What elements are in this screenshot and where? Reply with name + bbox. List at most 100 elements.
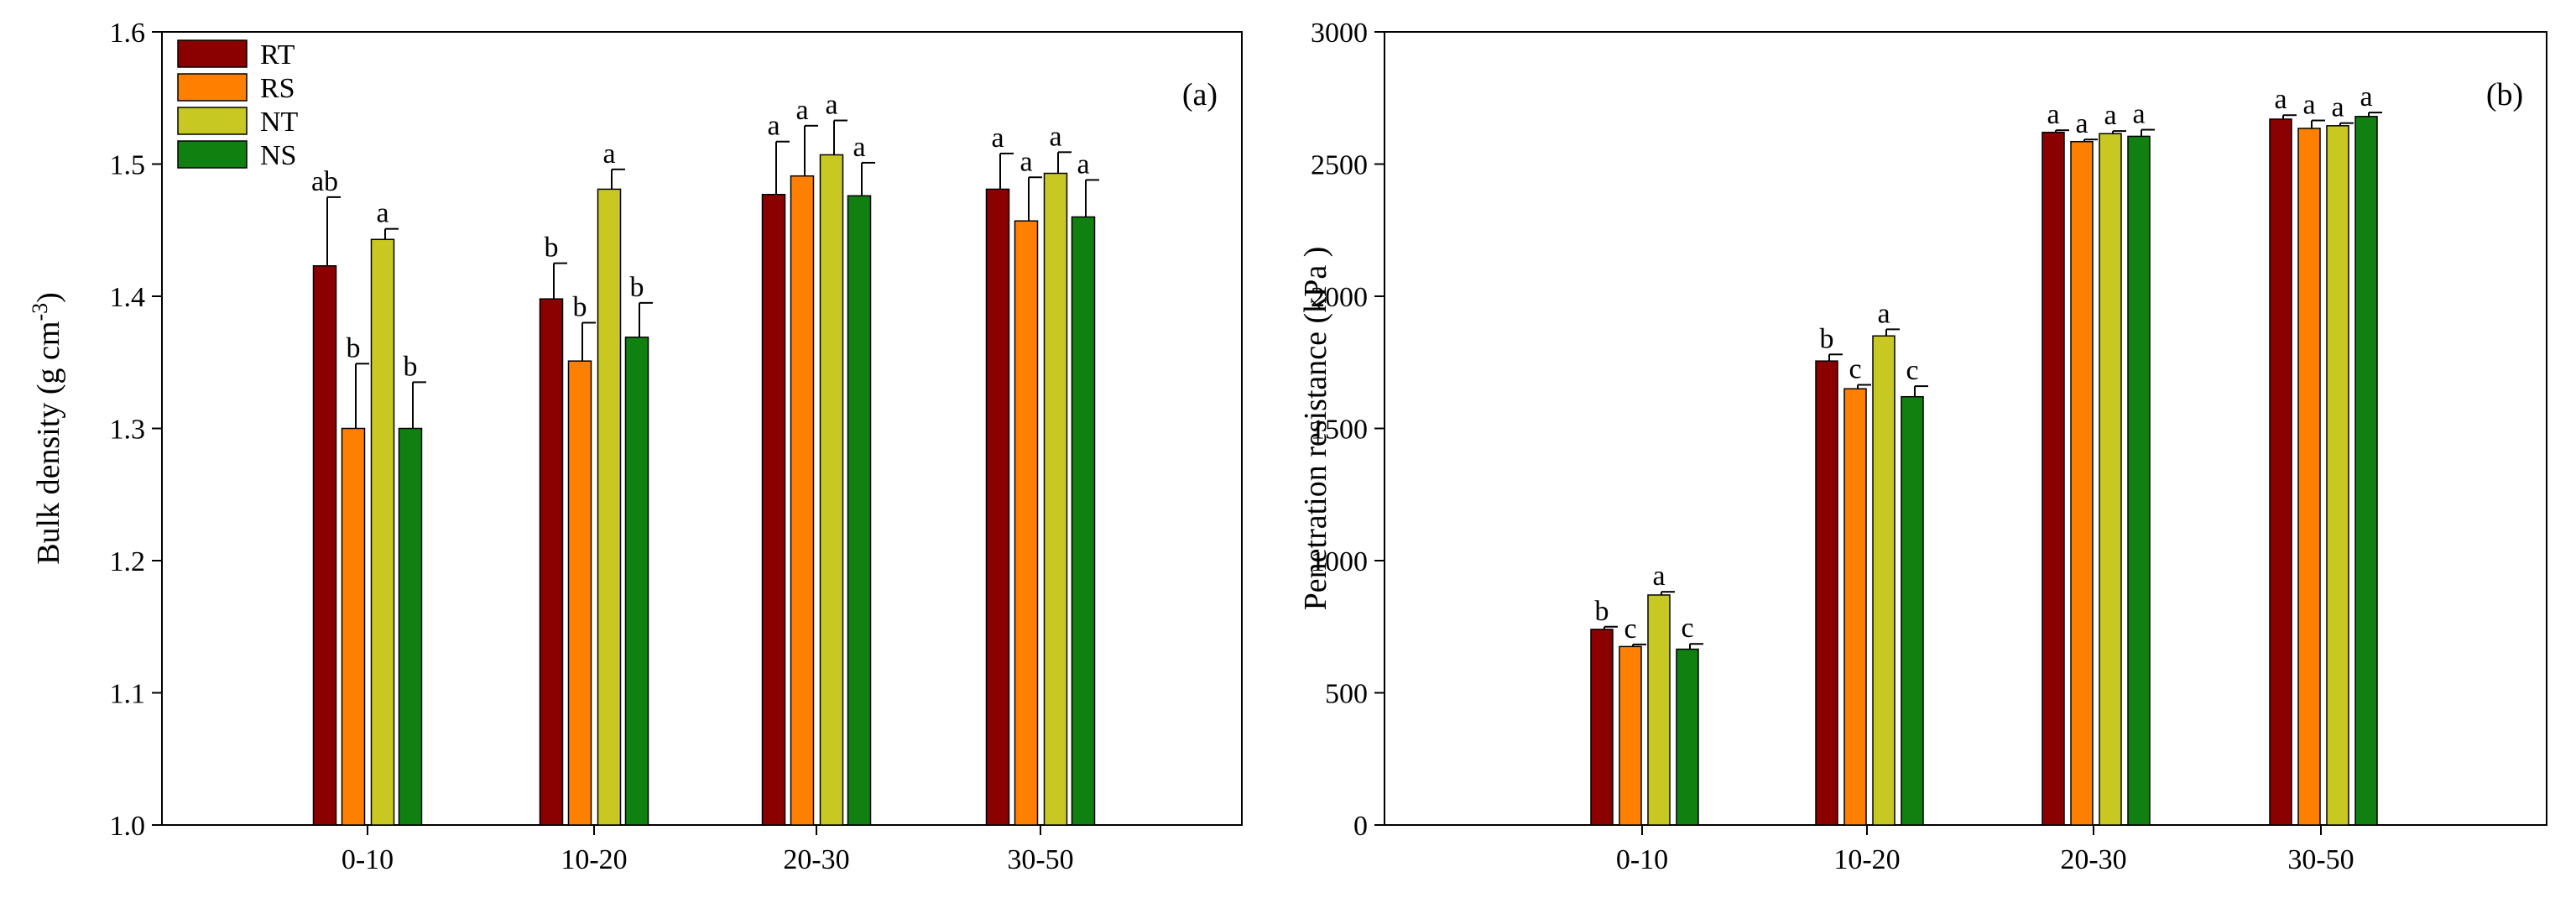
- x-tick-label: 30-50: [1007, 844, 1073, 875]
- legend-label-nt: NT: [260, 107, 299, 138]
- bar-rs-30-50: [2297, 128, 2321, 826]
- bar-ns-0-10: [1676, 648, 1699, 826]
- significance-letter: a: [1019, 146, 1032, 177]
- significance-letter: a: [376, 198, 388, 229]
- significance-letter: a: [1877, 298, 1890, 329]
- bar-nt-0-10: [1647, 594, 1671, 826]
- bar-ns-10-20: [624, 337, 649, 826]
- significance-letter: a: [795, 95, 808, 126]
- bar-rt-20-30: [2042, 131, 2065, 826]
- panel-a: 1.0 1.1 1.2 1.3 1.4 1.5 1.6 0-10 10-20 20-30 30-50…: [28, 18, 1243, 875]
- bar-ns-20-30: [847, 195, 872, 826]
- y-tick-label: 0: [1353, 811, 1368, 842]
- significance-letter: c: [1624, 614, 1636, 645]
- bar-ns-30-50: [1071, 216, 1096, 826]
- legend-swatch-ns: [177, 140, 248, 169]
- y-tick-label: 3000: [1311, 18, 1368, 49]
- panel-label: (b): [2486, 77, 2523, 112]
- y-tick-label: 1.2: [110, 546, 146, 577]
- y-tick-label: 1.5: [110, 150, 146, 181]
- x-tick-label: 0-10: [342, 844, 394, 875]
- y-tick-label: 1.4: [110, 282, 146, 313]
- y-tick-label: 500: [1325, 679, 1368, 710]
- x-tick-label: 20-30: [2060, 844, 2126, 875]
- significance-letter: a: [991, 123, 1004, 154]
- bar-rs-10-20: [567, 360, 592, 826]
- bar-rs-20-30: [2070, 140, 2094, 826]
- x-tick-label: 10-20: [1833, 844, 1900, 875]
- y-tick-label: 1.0: [110, 811, 146, 842]
- y-axis-title-main: Bulk density (g cm: [31, 321, 66, 565]
- y-axis-title: Bulk density (g cm-3): [28, 292, 66, 565]
- y-tick-label: 1000: [1311, 546, 1368, 577]
- significance-letter: a: [825, 90, 837, 121]
- bar-nt-20-30: [819, 154, 844, 826]
- bar-nt-10-20: [597, 188, 622, 826]
- y-axis-title-close: ): [31, 292, 66, 303]
- bar-ns-10-20: [1901, 395, 1924, 826]
- bar-rt-10-20: [539, 298, 564, 826]
- significance-letter: c: [1681, 613, 1693, 644]
- legend-swatch-nt: [177, 107, 248, 135]
- significance-letter: b: [404, 351, 418, 382]
- x-tick-label: 0-10: [1616, 844, 1668, 875]
- y-tick-label: 2000: [1311, 282, 1368, 313]
- bar-rs-0-10: [1619, 645, 1642, 826]
- significance-letter: a: [767, 111, 780, 142]
- significance-letter: b: [545, 232, 559, 264]
- legend-label-rt: RT: [260, 39, 295, 70]
- significance-letter: c: [1906, 355, 1918, 386]
- legend-label-ns: NS: [260, 140, 296, 171]
- bar-ns-30-50: [2354, 116, 2378, 826]
- significance-letter: b: [1595, 596, 1609, 627]
- x-tick-label: 30-50: [2287, 844, 2354, 875]
- significance-letter: a: [2302, 90, 2315, 121]
- significance-letter: b: [1820, 323, 1834, 354]
- bar-rs-20-30: [790, 175, 815, 826]
- significance-letter: a: [1652, 561, 1665, 592]
- significance-letter: a: [2331, 92, 2344, 123]
- significance-letter: a: [853, 132, 865, 163]
- bar-nt-20-30: [2099, 133, 2122, 826]
- bar-nt-30-50: [2326, 125, 2349, 826]
- significance-letter: b: [573, 292, 587, 323]
- significance-letter: b: [347, 332, 361, 363]
- significance-letter: ab: [311, 166, 338, 197]
- y-axis-title-main: Penetration resistance (kPa ): [1298, 247, 1333, 611]
- legend-swatch-rt: [177, 39, 248, 68]
- significance-letter: a: [1049, 121, 1061, 152]
- panel-b: 0 500 1000 1500 2000 2500 3000 0-10 10-20 20-30 30…: [1298, 18, 2547, 875]
- y-tick-label: 2500: [1311, 150, 1368, 181]
- bar-rs-30-50: [1014, 220, 1039, 826]
- y-tick-label: 1.1: [110, 679, 146, 710]
- significance-letter: a: [2360, 81, 2372, 112]
- x-tick-label: 20-30: [783, 844, 849, 875]
- y-tick-label: 1500: [1311, 415, 1368, 446]
- bar-rt-20-30: [761, 193, 786, 826]
- significance-letter: a: [2274, 84, 2287, 115]
- bar-rs-10-20: [1843, 388, 1867, 826]
- panel-label: (a): [1182, 77, 1218, 112]
- bar-rt-30-50: [985, 188, 1010, 826]
- y-tick-label: 1.6: [110, 18, 146, 49]
- y-axis-title-superscript: -3: [28, 303, 52, 321]
- significance-letter: a: [2132, 99, 2145, 130]
- significance-letter: a: [1077, 149, 1089, 180]
- bar-rt-10-20: [1815, 360, 1838, 826]
- y-axis-title: Penetration resistance (kPa ): [1298, 247, 1333, 611]
- bar-rs-0-10: [341, 427, 366, 826]
- significance-letter: a: [2104, 100, 2116, 131]
- significance-letter: a: [2047, 99, 2059, 130]
- significance-letter: b: [630, 272, 644, 303]
- bar-ns-20-30: [2127, 135, 2151, 826]
- bar-nt-0-10: [370, 238, 395, 826]
- legend-label-rs: RS: [260, 73, 295, 104]
- bar-rt-30-50: [2269, 118, 2292, 826]
- bar-rt-0-10: [312, 265, 337, 826]
- bar-nt-10-20: [1872, 335, 1895, 826]
- bar-ns-0-10: [398, 427, 423, 826]
- significance-letter: a: [2075, 108, 2088, 139]
